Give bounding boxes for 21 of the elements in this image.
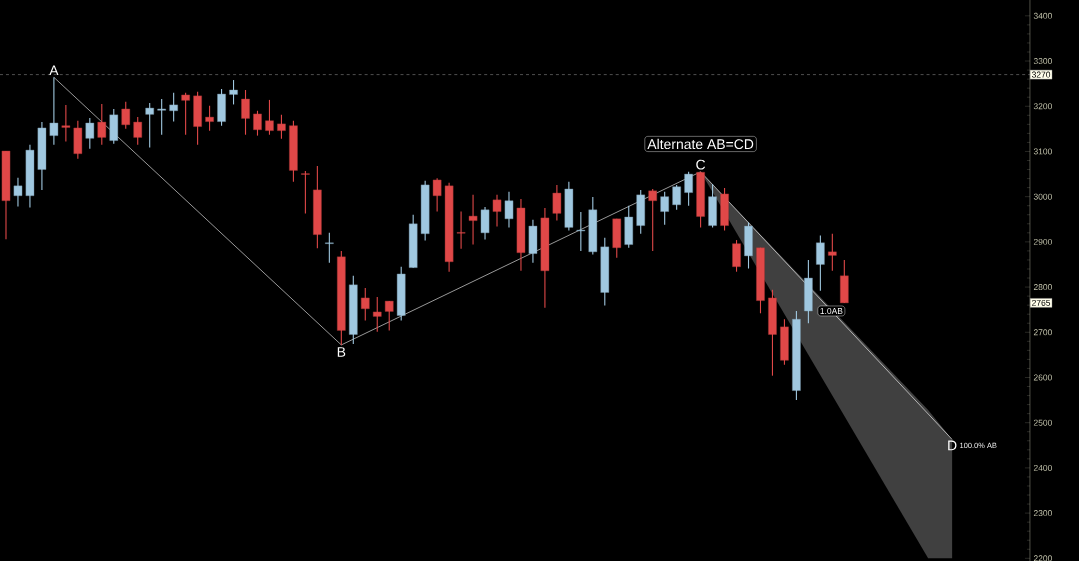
annotation: 2765 — [1032, 299, 1051, 306]
y-tick-label: 3200 — [1033, 103, 1052, 110]
annotation: D — [948, 440, 957, 451]
y-tick-label: 2400 — [1033, 464, 1052, 471]
y-tick-label: 3000 — [1033, 193, 1052, 200]
ref-line-label: 3270 — [1031, 71, 1051, 78]
y-tick-label: 2800 — [1033, 284, 1052, 291]
y-tick-label: 2900 — [1033, 238, 1052, 245]
y-tick-label: 2500 — [1033, 419, 1052, 426]
annotation: B — [337, 347, 346, 357]
y-tick-label: 3100 — [1033, 148, 1052, 155]
y-tick-label: 3400 — [1033, 12, 1052, 19]
y-tick-label: 3300 — [1033, 58, 1052, 65]
y-tick-label: 2300 — [1033, 510, 1052, 517]
annotation: A — [49, 65, 59, 76]
text: Alternate AB=CD — [647, 138, 754, 150]
y-tick-label: 2600 — [1033, 374, 1052, 381]
annotation: C — [696, 159, 706, 170]
y-tick-label: 2700 — [1033, 329, 1052, 336]
y-tick-label: 2200 — [1033, 555, 1052, 561]
annotation: 1.0AB — [820, 307, 843, 314]
